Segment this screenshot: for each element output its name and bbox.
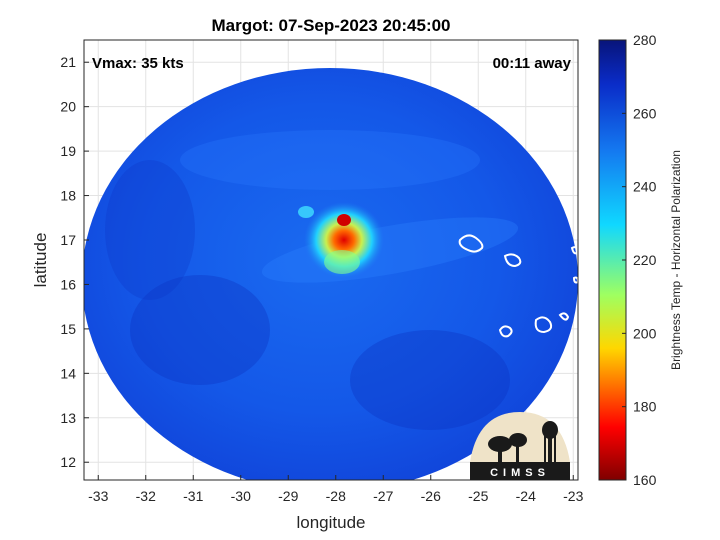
- x-tick-label: -24: [516, 488, 536, 504]
- y-axis-ticks: 12 13 14 15 16 17 18 19 20 21: [60, 54, 89, 470]
- storm-cloud-band: [298, 206, 314, 218]
- x-axis-ticks: -33 -32 -31 -30 -29 -28 -27 -26 -25 -24 -23: [88, 475, 584, 504]
- x-tick-label: -32: [136, 488, 156, 504]
- plot-area: -33 -32 -31 -30 -29 -28 -27 -26 -25 -24 -23 12 13 14…: [31, 39, 584, 532]
- water-tower-icon: [542, 421, 558, 462]
- colorbar-tick-label: 200: [633, 325, 657, 341]
- colorbar-tick-label: 260: [633, 105, 657, 121]
- island-contour: [498, 325, 513, 338]
- swath-light-band: [180, 130, 480, 190]
- y-tick-label: 13: [60, 410, 76, 426]
- y-tick-label: 17: [60, 232, 76, 248]
- cimss-logo-banner: [470, 462, 570, 480]
- x-tick-label: -33: [88, 488, 108, 504]
- island-contour: [570, 246, 578, 255]
- y-tick-label: 16: [60, 276, 76, 292]
- swath-dark-patch: [350, 330, 510, 430]
- x-tick-label: -26: [421, 488, 441, 504]
- y-tick-label: 12: [60, 454, 76, 470]
- y-tick-label: 20: [60, 99, 76, 115]
- island-contour: [503, 253, 522, 268]
- colorbar-tick-label: 160: [633, 472, 657, 488]
- vmax-label: Vmax: 35 kts: [92, 55, 184, 72]
- plot-frame: [83, 39, 579, 481]
- colorbar-gradient: [598, 39, 627, 481]
- swath-dark-patch: [130, 275, 270, 385]
- x-tick-label: -23: [563, 488, 583, 504]
- y-axis-label: latitude: [31, 233, 50, 288]
- storm-cloud-band: [304, 202, 384, 278]
- cimss-logo: CIMSS: [470, 412, 570, 480]
- colorbar-ticks: 160 180 200 220 240 260 280: [622, 32, 657, 488]
- colorbar-tick-label: 220: [633, 252, 657, 268]
- island-contour: [572, 276, 578, 284]
- x-tick-label: -29: [278, 488, 298, 504]
- storm-core: [337, 214, 351, 226]
- x-tick-label: -25: [468, 488, 488, 504]
- colorbar-tick-label: 180: [633, 399, 657, 415]
- colorbar-tick-label: 280: [633, 32, 657, 48]
- swath-dark-patch: [105, 160, 195, 300]
- island-contour: [458, 234, 484, 253]
- y-tick-label: 21: [60, 54, 76, 70]
- island-contour: [558, 312, 570, 321]
- island-contour: [534, 316, 553, 334]
- y-tick-label: 14: [60, 365, 76, 381]
- colorbar: 160 180 200 220 240 260 280 Brightness Temp - …: [598, 32, 683, 488]
- storm-cloud-band: [324, 250, 360, 274]
- x-tick-label: -31: [183, 488, 203, 504]
- y-tick-label: 18: [60, 188, 76, 204]
- figure-title: Margot: 07-Sep-2023 20:45:00: [211, 16, 450, 35]
- y-tick-label: 19: [60, 143, 76, 159]
- colorbar-label: Brightness Temp - Horizontal Polarizatio…: [669, 150, 683, 370]
- x-tick-label: -27: [373, 488, 393, 504]
- x-tick-label: -30: [231, 488, 251, 504]
- satellite-dish-icon: [488, 433, 527, 462]
- y-tick-label: 15: [60, 321, 76, 337]
- colorbar-tick-label: 240: [633, 179, 657, 195]
- x-axis-label: longitude: [296, 513, 365, 532]
- x-tick-label: -28: [326, 488, 346, 504]
- time-away-label: 00:11 away: [493, 55, 572, 72]
- cimss-logo-text: CIMSS: [490, 467, 550, 479]
